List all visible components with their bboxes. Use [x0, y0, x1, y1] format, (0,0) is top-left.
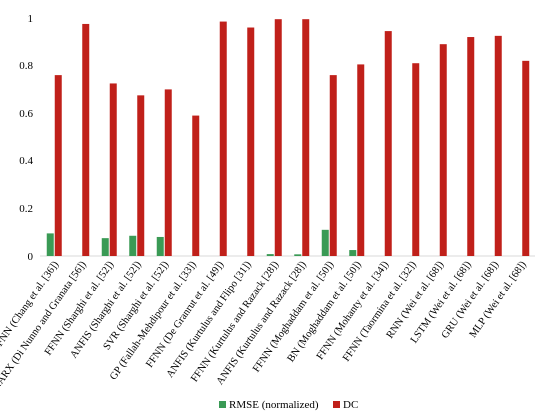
bar-dc — [302, 19, 310, 256]
bar-dc — [357, 64, 365, 256]
bar-dc — [137, 95, 145, 256]
y-axis: 0 0.2 0.4 0.6 0.8 1 — [19, 13, 33, 263]
bar-rmse — [156, 236, 164, 256]
y-tick-label: 1 — [28, 13, 34, 25]
bar-dc — [467, 37, 475, 256]
y-tick-label: 0.2 — [19, 203, 33, 215]
bar-dc — [219, 21, 227, 256]
bar-dc — [494, 35, 502, 256]
x-axis-labels: FFNN (Chang et al. [36])NARX (Di Nunno a… — [0, 259, 529, 393]
legend-label-rmse: RMSE (normalized) — [229, 399, 319, 411]
bar-rmse — [321, 229, 329, 256]
bar-dc — [247, 27, 255, 256]
bar-rmse — [294, 254, 302, 256]
bar-dc — [192, 115, 200, 256]
bar-rmse — [46, 233, 54, 256]
y-tick-label: 0.6 — [19, 108, 33, 120]
plot-area — [40, 19, 535, 257]
bar-rmse — [101, 238, 109, 256]
bar-rmse — [266, 254, 274, 256]
legend: RMSE (normalized) DC — [219, 399, 358, 411]
y-tick-label: 0 — [28, 251, 34, 263]
bar-dc — [329, 75, 337, 257]
bar-rmse — [129, 235, 137, 256]
bar-dc — [54, 75, 62, 257]
legend-label-dc: DC — [343, 399, 358, 411]
y-tick-label: 0.4 — [19, 155, 33, 167]
bar-dc — [522, 60, 530, 257]
bar-dc — [439, 44, 447, 257]
bar-dc — [274, 19, 282, 256]
bar-dc — [384, 31, 392, 257]
bar-rmse — [349, 250, 357, 256]
bar-dc — [164, 89, 172, 257]
bar-dc — [412, 63, 420, 256]
bar-dc — [109, 83, 117, 256]
legend-swatch-dc — [333, 401, 340, 408]
bar-dc — [82, 23, 90, 257]
y-tick-label: 0.8 — [19, 60, 33, 72]
legend-swatch-rmse — [219, 401, 226, 408]
